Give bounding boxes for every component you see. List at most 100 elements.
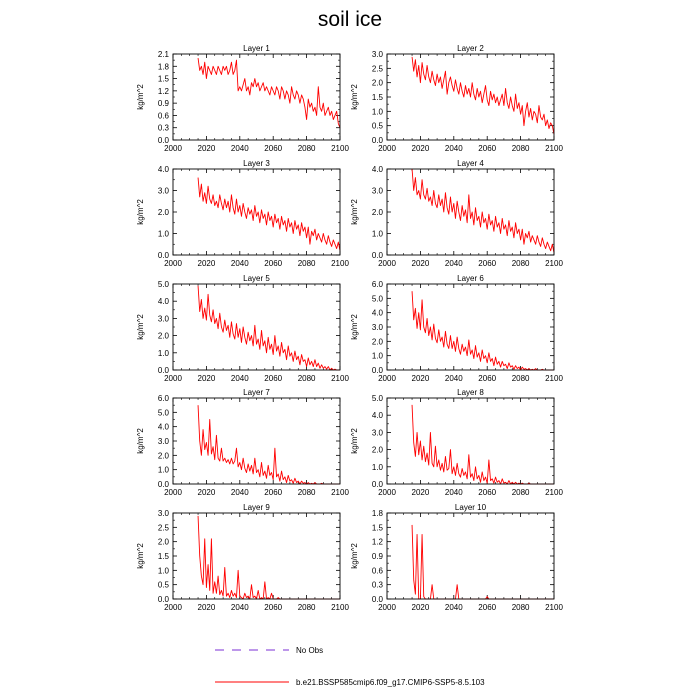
series-line <box>197 285 340 371</box>
y-tick-label: 0.0 <box>372 136 384 145</box>
y-axis-label: kg/m^2 <box>350 199 359 225</box>
y-tick-label: 3.0 <box>372 187 384 196</box>
x-tick-label: 2080 <box>298 144 316 153</box>
y-tick-label: 1.5 <box>372 93 384 102</box>
x-tick-label: 2080 <box>512 259 530 268</box>
x-tick-label: 2000 <box>164 603 182 612</box>
series-line <box>197 58 341 128</box>
chart-panel-layer-1: Layer 1 kg/m^2 2000 2020 2040 2060 2080 2100 0.0… <box>136 44 349 153</box>
y-axis-label: kg/m^2 <box>350 84 359 110</box>
x-tick-label: 2040 <box>231 374 249 383</box>
x-tick-label: 2100 <box>331 144 349 153</box>
y-axis-label: kg/m^2 <box>136 199 145 225</box>
series-line <box>411 56 555 135</box>
panel-title: Layer 3 <box>243 159 270 168</box>
y-tick-label: 2.1 <box>158 50 170 59</box>
x-tick-label: 2020 <box>412 603 430 612</box>
y-tick-label: 0.0 <box>158 595 170 604</box>
y-tick-label: 1.5 <box>158 552 170 561</box>
y-tick-label: 4.0 <box>158 165 170 174</box>
y-tick-label: 2.0 <box>372 79 384 88</box>
y-axis-label: kg/m^2 <box>350 428 359 454</box>
y-tick-label: 1.2 <box>158 87 170 96</box>
x-tick-label: 2080 <box>512 374 530 383</box>
chart-panel-layer-2: Layer 2 kg/m^2 2000 2020 2040 2060 2080 2100 0.0… <box>350 44 563 153</box>
y-tick-label: 3.0 <box>372 323 384 332</box>
y-tick-label: 0.9 <box>158 99 170 108</box>
x-tick-label: 2020 <box>198 144 216 153</box>
y-axis-label: kg/m^2 <box>350 314 359 340</box>
y-tick-label: 2.0 <box>372 208 384 217</box>
y-tick-label: 4.0 <box>158 297 170 306</box>
x-tick-label: 2060 <box>478 488 496 497</box>
y-tick-label: 0.6 <box>372 566 384 575</box>
y-tick-label: 2.0 <box>158 451 170 460</box>
y-tick-label: 1.0 <box>158 230 170 239</box>
x-tick-label: 2100 <box>331 603 349 612</box>
x-tick-label: 2060 <box>478 144 496 153</box>
y-tick-label: 1.5 <box>158 75 170 84</box>
x-tick-label: 2080 <box>298 488 316 497</box>
x-tick-label: 2000 <box>378 603 396 612</box>
y-tick-label: 2.0 <box>158 208 170 217</box>
y-tick-label: 2.5 <box>158 523 170 532</box>
plot-frame <box>172 168 341 256</box>
plot-frame <box>386 397 555 485</box>
y-tick-label: 0.6 <box>158 111 170 120</box>
plot-frame <box>172 397 341 485</box>
x-tick-label: 2020 <box>412 488 430 497</box>
panel-title: Layer 6 <box>457 274 484 283</box>
panel-title: Layer 4 <box>457 159 484 168</box>
y-tick-label: 1.0 <box>372 230 384 239</box>
panel-title: Layer 5 <box>243 274 270 283</box>
x-tick-label: 2040 <box>445 374 463 383</box>
x-tick-label: 2020 <box>198 488 216 497</box>
x-tick-label: 2060 <box>264 259 282 268</box>
page-title: soil ice <box>317 8 383 31</box>
x-tick-label: 2040 <box>445 488 463 497</box>
y-tick-label: 3.0 <box>158 509 170 518</box>
chart-panel-layer-9: Layer 9 kg/m^2 2000 2020 2040 2060 2080 2100 0.0… <box>136 503 349 612</box>
y-tick-label: 0.5 <box>372 122 384 131</box>
x-tick-label: 2020 <box>412 144 430 153</box>
plot-frame <box>386 512 555 600</box>
x-tick-label: 2040 <box>445 259 463 268</box>
y-axis-label: kg/m^2 <box>136 428 145 454</box>
y-tick-label: 1.0 <box>158 566 170 575</box>
x-tick-label: 2100 <box>545 144 563 153</box>
y-axis-label: kg/m^2 <box>136 543 145 569</box>
y-tick-label: 0.0 <box>158 136 170 145</box>
y-tick-label: 0.0 <box>372 366 384 375</box>
y-tick-label: 0.0 <box>372 595 384 604</box>
plot-frame <box>172 53 341 141</box>
y-tick-label: 2.5 <box>372 64 384 73</box>
chart-panel-layer-7: Layer 7 kg/m^2 2000 2020 2040 2060 2080 2100 0.0… <box>136 388 349 497</box>
x-tick-label: 2040 <box>231 259 249 268</box>
y-tick-label: 2.0 <box>372 337 384 346</box>
chart-panel-layer-10: Layer 10 kg/m^2 2000 2020 2040 2060 2080 2100 0.… <box>350 503 563 612</box>
x-tick-label: 2020 <box>412 374 430 383</box>
y-tick-label: 1.0 <box>372 352 384 361</box>
series-line <box>197 405 340 485</box>
y-tick-label: 2.0 <box>158 538 170 547</box>
x-tick-label: 2100 <box>331 374 349 383</box>
x-tick-label: 2060 <box>478 374 496 383</box>
x-tick-label: 2000 <box>378 144 396 153</box>
y-tick-label: 3.0 <box>158 314 170 323</box>
panel-title: Layer 7 <box>243 388 270 397</box>
x-tick-label: 2000 <box>378 259 396 268</box>
y-tick-label: 3.0 <box>372 50 384 59</box>
y-tick-label: 0.5 <box>158 581 170 590</box>
panel-title: Layer 9 <box>243 503 270 512</box>
y-tick-label: 5.0 <box>372 394 384 403</box>
panel-title: Layer 10 <box>455 503 487 512</box>
x-tick-label: 2100 <box>545 259 563 268</box>
x-tick-label: 2080 <box>298 603 316 612</box>
x-tick-label: 2000 <box>164 488 182 497</box>
chart-panel-layer-8: Layer 8 kg/m^2 2000 2020 2040 2060 2080 2100 0.0… <box>350 388 563 497</box>
chart-panel-layer-4: Layer 4 kg/m^2 2000 2020 2040 2060 2080 2100 0.0… <box>350 159 563 268</box>
y-axis-label: kg/m^2 <box>136 314 145 340</box>
x-tick-label: 2040 <box>445 603 463 612</box>
y-tick-label: 0.0 <box>158 480 170 489</box>
x-tick-label: 2080 <box>512 488 530 497</box>
